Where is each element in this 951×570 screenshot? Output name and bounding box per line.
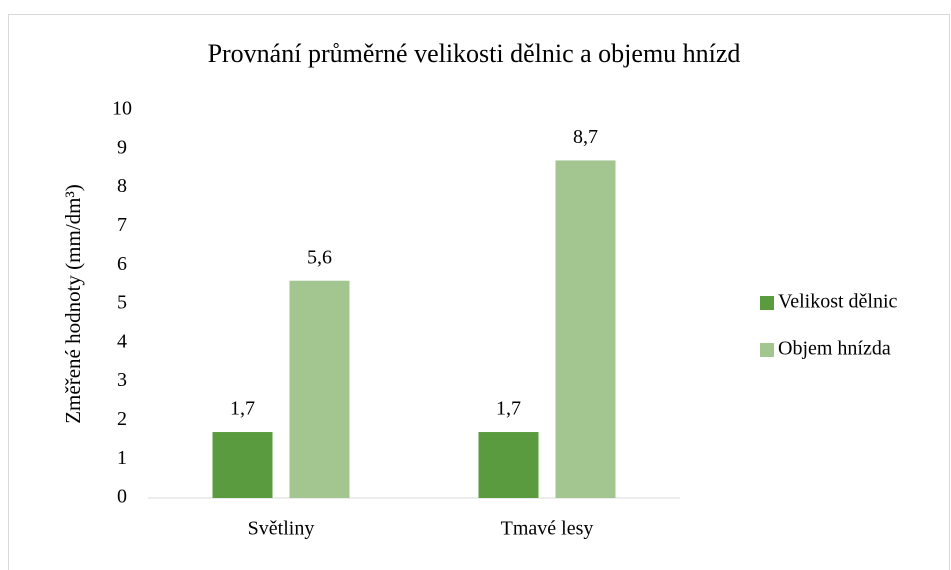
- chart-border: [8, 14, 950, 570]
- x-tick-label: Tmavé lesy: [501, 518, 594, 540]
- legend-label: Objem hnízda: [778, 338, 891, 360]
- legend-swatch: [760, 343, 774, 357]
- bar: [555, 160, 616, 498]
- legend-label: Velikost dělnic: [778, 291, 898, 313]
- y-tick-label: 9: [117, 136, 127, 158]
- y-tick-label: 2: [117, 408, 127, 430]
- y-tick-label: 7: [117, 214, 127, 236]
- x-tick-label: Světliny: [248, 518, 315, 540]
- y-tick-label: 10: [112, 98, 132, 120]
- data-label: 5,6: [307, 246, 332, 268]
- legend-swatch: [760, 296, 774, 310]
- bar: [289, 280, 350, 498]
- y-axis-label: Změřené hodnoty (mm/dm³): [61, 184, 85, 424]
- bar: [478, 432, 539, 498]
- data-label: 1,7: [496, 398, 521, 420]
- y-tick-label: 4: [117, 330, 127, 352]
- y-tick-label: 3: [117, 369, 127, 391]
- data-label: 1,7: [230, 398, 255, 420]
- data-label: 8,7: [573, 126, 598, 148]
- y-tick-label: 8: [117, 175, 127, 197]
- bar: [212, 432, 273, 498]
- chart-title: Provnání průměrné velikosti dělnic a obj…: [208, 39, 741, 68]
- y-tick-label: 1: [117, 447, 127, 469]
- y-tick-label: 0: [117, 486, 127, 508]
- y-tick-label: 6: [117, 253, 127, 275]
- y-tick-label: 5: [117, 292, 127, 314]
